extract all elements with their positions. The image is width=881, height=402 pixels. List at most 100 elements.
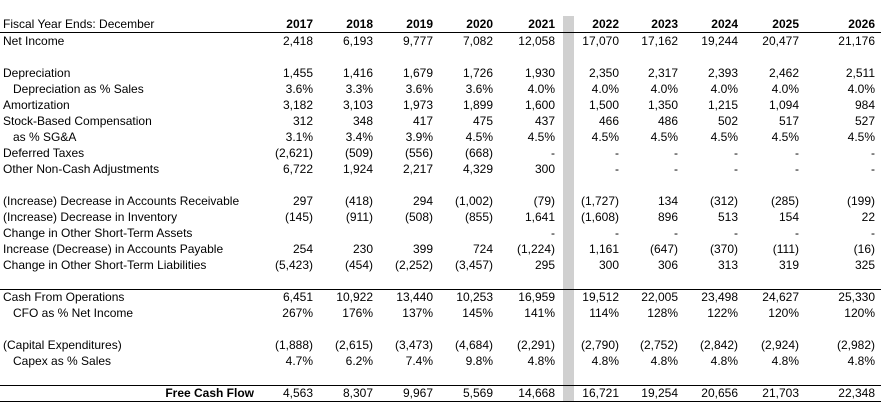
row-value-1: 8,307 xyxy=(342,386,373,400)
row-value-9: 22 xyxy=(861,210,875,224)
row-value-6: 1,350 xyxy=(647,98,678,112)
row-label: Other Non-Cash Adjustments xyxy=(3,162,160,176)
row-label: (Capital Expenditures) xyxy=(3,338,122,352)
row-value-1: (911) xyxy=(345,210,373,224)
row-value-1: 10,922 xyxy=(336,290,373,304)
row-value-7: - xyxy=(734,146,738,160)
row-value-3: 9.8% xyxy=(465,354,493,368)
row-label: Capex as % Sales xyxy=(13,354,112,368)
row-value-6: (2,752) xyxy=(639,338,678,352)
row-value-5: 466 xyxy=(598,114,619,128)
row-value-5: - xyxy=(615,146,619,160)
table-row: Increase (Decrease) in Accounts Payable 2… xyxy=(0,241,881,257)
row-value-4: 1,641 xyxy=(524,210,555,224)
row-value-7: (2,842) xyxy=(699,338,738,352)
row-value-8: 1,094 xyxy=(768,98,799,112)
row-value-6: - xyxy=(674,226,678,240)
table-row: Depreciation as % Sales 3.6% 3.3% 3.6% 3.6% 4… xyxy=(0,81,881,97)
row-value-0: 2,418 xyxy=(282,34,313,48)
fcf-rule-top xyxy=(0,385,881,386)
row-value-1: (454) xyxy=(344,258,373,272)
row-value-6: 4.8% xyxy=(650,354,678,368)
row-value-5: 17,070 xyxy=(582,34,619,48)
row-value-5: - xyxy=(615,162,619,176)
row-value-2: 9,777 xyxy=(402,34,433,48)
row-value-9: 527 xyxy=(854,114,875,128)
table-row: Amortization 3,182 3,103 1,973 1,899 1,600 1,5… xyxy=(0,97,881,113)
row-value-8: 319 xyxy=(778,258,799,272)
header-rule xyxy=(0,32,881,33)
row-value-0: 3.1% xyxy=(285,130,313,144)
row-value-8: 24,627 xyxy=(762,290,799,304)
row-value-9: 120% xyxy=(844,306,875,320)
table-row: Stock-Based Compensation 312 348 417 475 437 4… xyxy=(0,113,881,129)
row-value-2: 3.6% xyxy=(405,82,433,96)
row-value-4: (1,224) xyxy=(516,242,555,256)
row-value-3: (4,684) xyxy=(454,338,493,352)
row-value-0: (2,621) xyxy=(274,146,313,160)
row-value-0: 297 xyxy=(292,194,313,208)
table-row: Change in Other Short-Term Assets - - - - - - xyxy=(0,225,881,241)
row-value-3: 475 xyxy=(472,114,493,128)
table-row: as % SG&A 3.1% 3.4% 3.9% 4.5% 4.5% 4.5% 4.5% 4.5… xyxy=(0,129,881,145)
row-value-7: 502 xyxy=(717,114,738,128)
row-label: (Increase) Decrease in Inventory xyxy=(3,210,178,224)
row-value-4: - xyxy=(551,146,555,160)
row-value-9: (199) xyxy=(846,194,875,208)
row-value-7: 122% xyxy=(707,306,738,320)
fiscal-year-label: Fiscal Year Ends: December xyxy=(3,17,155,31)
row-value-8: 4.8% xyxy=(771,354,799,368)
row-value-8: 21,703 xyxy=(762,386,799,400)
row-value-4: 295 xyxy=(534,258,555,272)
row-value-8: 4.5% xyxy=(771,130,799,144)
row-value-1: (418) xyxy=(344,194,373,208)
row-value-4: 1,600 xyxy=(524,98,555,112)
row-label: Stock-Based Compensation xyxy=(3,114,152,128)
row-label: CFO as % Net Income xyxy=(13,306,134,320)
row-value-9: 325 xyxy=(854,258,875,272)
row-value-5: 4.0% xyxy=(591,82,619,96)
row-value-7: 19,244 xyxy=(701,34,738,48)
row-value-4: 12,058 xyxy=(518,34,555,48)
row-value-1: 230 xyxy=(352,242,373,256)
row-value-2: 1,679 xyxy=(402,66,433,80)
row-label: Deferred Taxes xyxy=(3,146,85,160)
row-value-2: 399 xyxy=(412,242,433,256)
row-value-0: (5,423) xyxy=(274,258,313,272)
row-value-9: (2,982) xyxy=(836,338,875,352)
row-value-7: 1,215 xyxy=(707,98,738,112)
row-value-0: 312 xyxy=(292,114,313,128)
table-row: Cash From Operations 6,451 10,922 13,440 10,… xyxy=(0,289,881,305)
row-value-7: 23,498 xyxy=(701,290,738,304)
row-value-9: 2,511 xyxy=(845,66,875,80)
row-value-2: 1,973 xyxy=(402,98,433,112)
row-value-6: - xyxy=(674,162,678,176)
row-value-5: 19,512 xyxy=(582,290,619,304)
row-value-2: (2,252) xyxy=(394,258,433,272)
row-value-5: (2,790) xyxy=(580,338,619,352)
row-value-7: 513 xyxy=(717,210,738,224)
row-value-3: (1,002) xyxy=(454,194,493,208)
table-row: CFO as % Net Income 267% 176% 137% 145% 141% 1… xyxy=(0,305,881,321)
row-value-4: 14,668 xyxy=(518,386,555,400)
table-row: Change in Other Short-Term Liabilities (5… xyxy=(0,257,881,273)
row-value-5: 300 xyxy=(598,258,619,272)
row-value-1: (509) xyxy=(344,146,373,160)
row-value-4: (2,291) xyxy=(516,338,555,352)
row-value-7: (312) xyxy=(709,194,738,208)
row-value-8: 20,477 xyxy=(762,34,799,48)
row-value-0: 6,722 xyxy=(282,162,313,176)
row-value-9: 22,348 xyxy=(838,386,875,400)
row-value-7: - xyxy=(734,162,738,176)
row-value-1: 348 xyxy=(352,114,373,128)
row-value-5: 114% xyxy=(589,306,619,320)
row-value-3: (855) xyxy=(464,210,493,224)
row-label: (Increase) Decrease in Accounts Receivab… xyxy=(3,194,240,208)
row-value-8: - xyxy=(795,146,799,160)
row-value-3: (3,457) xyxy=(454,258,493,272)
row-value-5: (1,727) xyxy=(580,194,619,208)
row-value-3: 10,253 xyxy=(456,290,493,304)
row-value-8: (2,924) xyxy=(760,338,799,352)
row-value-0: (1,888) xyxy=(274,338,313,352)
row-value-1: 176% xyxy=(342,306,373,320)
